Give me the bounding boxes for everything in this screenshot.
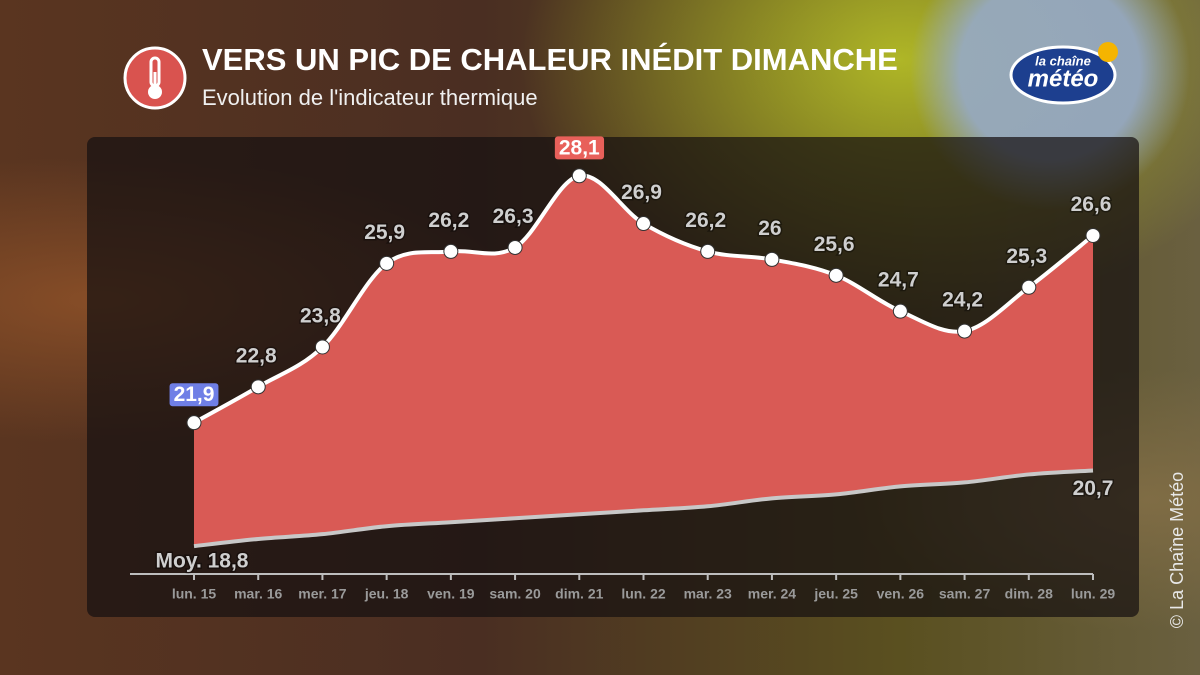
x-tick-label: mer. 17 bbox=[298, 586, 346, 602]
value-label: 26,6 bbox=[1071, 193, 1112, 216]
data-point bbox=[636, 216, 651, 232]
value-label: 26,3 bbox=[493, 205, 534, 228]
normal-line bbox=[193, 468, 1094, 549]
value-label: 26,9 bbox=[621, 181, 662, 204]
value-label: 25,6 bbox=[814, 233, 855, 256]
thermometer-icon bbox=[123, 46, 187, 110]
value-label: 23,8 bbox=[300, 305, 341, 328]
value-label-box bbox=[169, 383, 219, 407]
data-point bbox=[379, 255, 395, 271]
x-tick-label: jeu. 18 bbox=[364, 586, 409, 602]
data-point bbox=[250, 379, 266, 395]
data-point bbox=[314, 339, 330, 355]
x-tick-label: dim. 21 bbox=[555, 586, 603, 602]
data-point bbox=[443, 243, 459, 259]
normal-label: 20,7 bbox=[1073, 477, 1114, 500]
data-point bbox=[764, 251, 780, 267]
value-label: 24,2 bbox=[942, 289, 983, 312]
x-tick-label: jeu. 25 bbox=[813, 586, 858, 602]
title: VERS UN PIC DE CHALEUR INÉDIT DIMANCHE bbox=[202, 42, 898, 77]
data-point bbox=[571, 168, 587, 184]
value-label: 25,9 bbox=[364, 221, 405, 244]
data-point bbox=[828, 267, 844, 283]
value-label: 22,8 bbox=[236, 344, 277, 367]
x-tick-label: lun. 22 bbox=[621, 586, 666, 602]
x-tick-label: ven. 26 bbox=[877, 586, 925, 602]
indicator-line bbox=[193, 173, 1095, 425]
data-point bbox=[892, 303, 908, 319]
x-tick-label: sam. 20 bbox=[489, 586, 541, 602]
x-tick-label: lun. 15 bbox=[172, 586, 217, 602]
value-label: 21,9 bbox=[174, 383, 215, 406]
x-tick-label: mar. 16 bbox=[234, 586, 282, 602]
logo: la chaîne météo bbox=[1009, 42, 1118, 105]
value-label: 26 bbox=[758, 217, 781, 240]
x-tick-label: dim. 28 bbox=[1005, 586, 1053, 602]
data-point bbox=[957, 323, 973, 339]
logo-bottom: météo bbox=[1028, 65, 1099, 92]
data-point bbox=[1021, 279, 1037, 295]
credit: © La Chaîne Météo bbox=[1167, 472, 1187, 628]
x-tick-label: mer. 24 bbox=[748, 586, 796, 602]
data-point bbox=[700, 243, 716, 259]
value-label: 26,2 bbox=[685, 209, 726, 232]
chart: lun. 15 mar. 16 mer. 17 jeu. 18 ven. 19 sam. … bbox=[130, 136, 1116, 602]
x-tick-label: ven. 19 bbox=[427, 586, 475, 602]
x-tick-label: lun. 29 bbox=[1071, 586, 1116, 602]
value-label: 28,1 bbox=[559, 136, 600, 159]
subtitle: Evolution de l'indicateur thermique bbox=[202, 85, 538, 110]
value-label: 24,7 bbox=[878, 269, 919, 292]
x-tick-label: sam. 27 bbox=[939, 586, 991, 602]
logo-top: la chaîne bbox=[1035, 53, 1091, 68]
value-label: 25,3 bbox=[1006, 245, 1047, 268]
area bbox=[194, 175, 1093, 547]
data-point bbox=[186, 415, 202, 431]
data-point bbox=[507, 239, 523, 255]
normal-label: Moy. 18,8 bbox=[156, 550, 249, 573]
value-label: 26,2 bbox=[428, 209, 469, 232]
x-tick-label: mar. 23 bbox=[684, 586, 732, 602]
data-point bbox=[1085, 228, 1101, 244]
value-label-box bbox=[554, 136, 605, 160]
